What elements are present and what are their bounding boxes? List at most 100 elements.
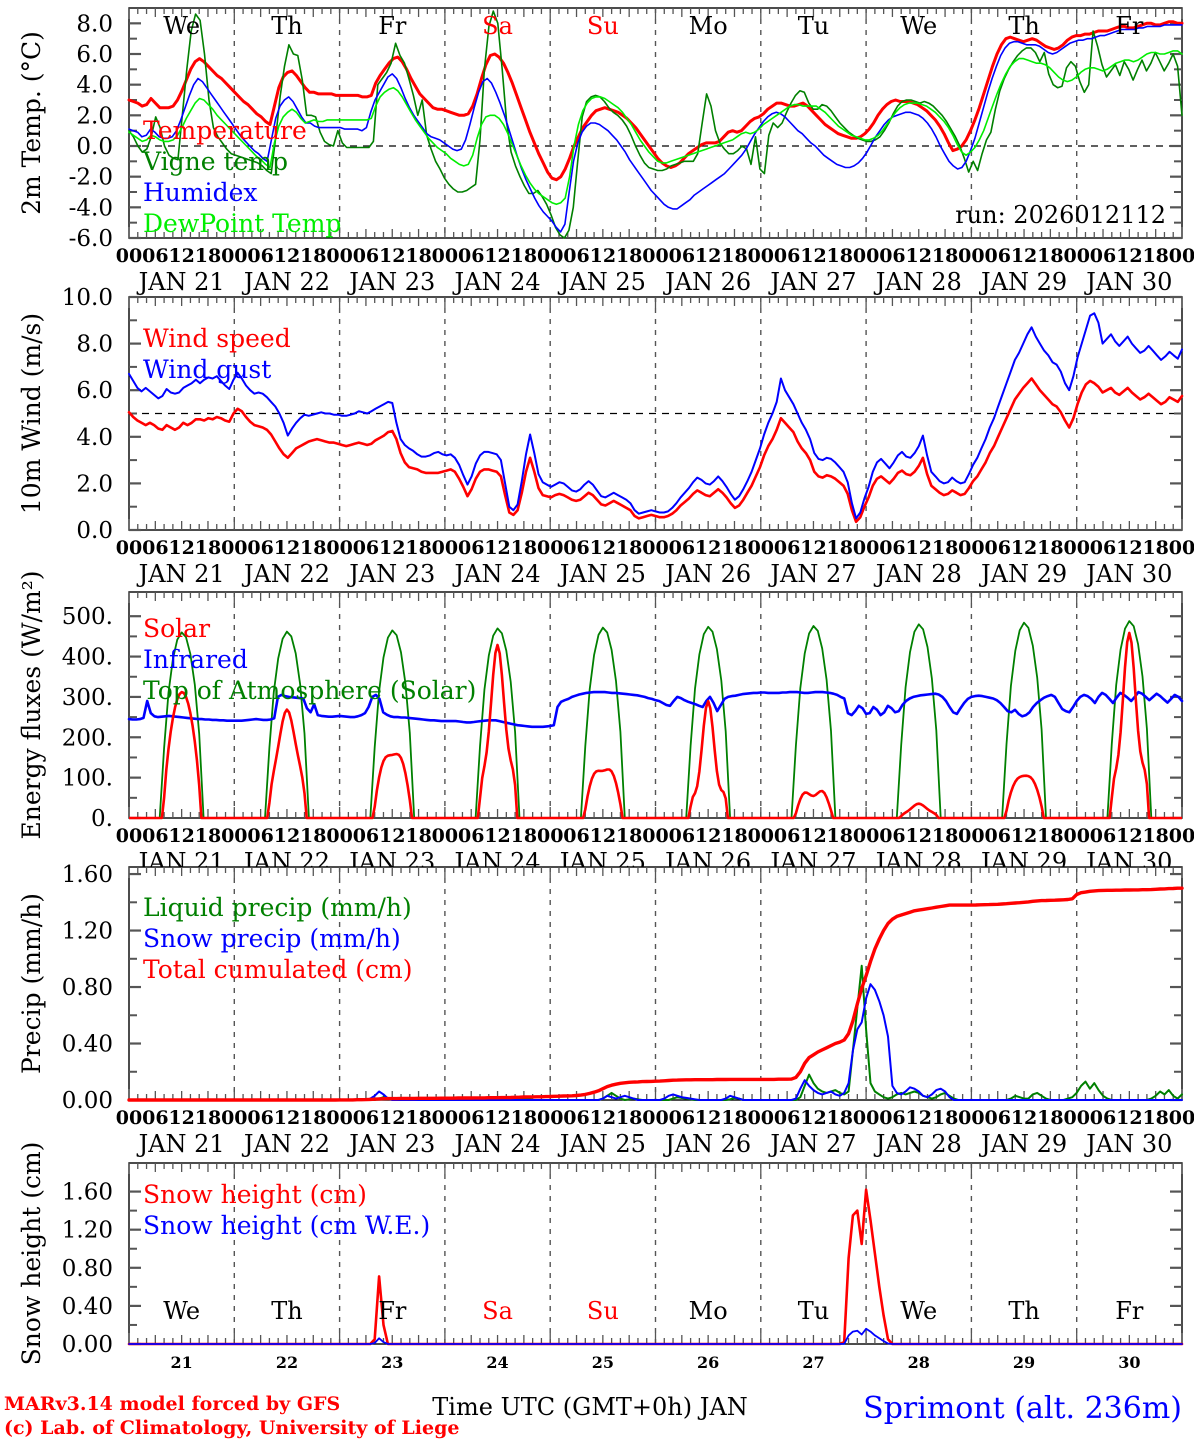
x-hour-label: 00 [642, 1107, 668, 1129]
y-tick-label: 6.0 [76, 42, 113, 68]
legend-entry: Total cumulated (cm) [143, 955, 413, 984]
model-credit-line: MARv3.14 model forced by GFS [4, 1393, 340, 1415]
legend-entry: Solar [143, 614, 210, 643]
y-tick-label: 0.80 [62, 1256, 113, 1282]
x-day-label: JAN 25 [557, 560, 646, 588]
y-tick-label: 1.20 [62, 919, 113, 945]
legend-entry: Wind speed [143, 324, 291, 353]
x-day-number: 25 [592, 1353, 614, 1372]
x-hour-label: 00 [642, 245, 668, 267]
x-hour-label: 06 [142, 245, 168, 267]
x-hour-label: 12 [168, 245, 194, 267]
x-hour-label: 18 [511, 537, 537, 559]
day-of-week-label: Fr [378, 12, 407, 40]
x-day-label: JAN 23 [346, 268, 435, 296]
x-day-label: JAN 28 [873, 1130, 962, 1158]
x-hour-label: 06 [1090, 1107, 1116, 1129]
x-hour-label: 18 [1142, 537, 1168, 559]
x-hour-label: 18 [300, 537, 326, 559]
series-infrared [127, 690, 1184, 729]
day-of-week-label: We [163, 12, 200, 40]
y-tick-label: 10.0 [62, 285, 113, 311]
x-hour-label: 00 [1169, 1107, 1194, 1129]
x-hour-label: 12 [1116, 245, 1142, 267]
x-hour-label: 12 [274, 1107, 300, 1129]
x-hour-label: 00 [1063, 245, 1089, 267]
x-day-number: 28 [908, 1353, 930, 1372]
x-hour-label: 18 [616, 537, 642, 559]
x-hour-label: 12 [1011, 245, 1037, 267]
x-day-number: 27 [802, 1353, 824, 1372]
y-axis-title: 10m Wind (m/s) [17, 313, 46, 514]
y-tick-label: 6.0 [76, 378, 113, 404]
x-hour-label: 00 [1169, 245, 1194, 267]
x-hour-label: 06 [774, 537, 800, 559]
x-hour-label: 06 [879, 825, 905, 847]
x-hour-label: 12 [695, 537, 721, 559]
x-hour-label: 06 [774, 245, 800, 267]
x-hour-label: 12 [1011, 537, 1037, 559]
y-tick-label: 0.40 [62, 1032, 113, 1058]
x-hour-label: 00 [853, 537, 879, 559]
x-hour-label: 12 [590, 537, 616, 559]
run-label: run: 2026012112 [955, 201, 1166, 229]
x-hour-label: 12 [800, 537, 826, 559]
legend-entry: Top of Atmosphere (Solar) [143, 676, 476, 705]
x-day-label: JAN 21 [136, 1130, 225, 1158]
series-solar [129, 631, 1182, 820]
x-hour-label: 12 [274, 245, 300, 267]
y-tick-label: 400. [62, 645, 113, 671]
x-hour-label: 18 [721, 245, 747, 267]
x-hour-label: 00 [748, 537, 774, 559]
x-hour-label: 12 [379, 825, 405, 847]
x-hour-label: 12 [695, 825, 721, 847]
x-hour-label: 18 [932, 1107, 958, 1129]
x-hour-label: 06 [142, 1107, 168, 1129]
y-tick-label: 0.0 [76, 518, 113, 544]
panel-temperature: -6.0 -4.0 -2.0 0.0 2.0 4.0 6.0 8.0 2m Temp. (°C)… [17, 7, 1184, 252]
y-tick-label: 0.0 [76, 134, 113, 160]
day-of-week-label: Mo [689, 12, 728, 40]
x-hour-label: 06 [458, 537, 484, 559]
x-day-label: JAN 24 [451, 560, 540, 588]
x-hour-label: 00 [642, 825, 668, 847]
x-hour-label: 06 [669, 825, 695, 847]
legend-entry: Humidex [143, 178, 258, 207]
y-tick-label: 0. [91, 806, 113, 832]
x-day-label: JAN 21 [136, 560, 225, 588]
x-hour-label: 06 [563, 825, 589, 847]
x-hour-label: 12 [1011, 1107, 1037, 1129]
x-hour-label: 00 [748, 825, 774, 847]
series-humidex [128, 24, 1183, 233]
x-hour-label: 00 [958, 1107, 984, 1129]
day-of-week-label: Tu [798, 1297, 829, 1325]
x-hour-label: 06 [879, 1107, 905, 1129]
x-hour-label: 12 [274, 537, 300, 559]
day-of-week-label: Su [587, 1297, 619, 1325]
panel-wind: 0.0 2.0 4.0 6.0 8.0 10.0 10m Wind (m/s) Wind sp… [17, 285, 1184, 544]
x-hour-label: 18 [721, 825, 747, 847]
y-tick-label: 1.60 [62, 1180, 113, 1206]
x-hour-label: 06 [984, 537, 1010, 559]
x-hour-label: 00 [326, 537, 352, 559]
x-hour-label: 00 [537, 245, 563, 267]
x-hour-label: 00 [432, 1107, 458, 1129]
lab-credit-line: (c) Lab. of Climatology, University of L… [4, 1417, 459, 1439]
x-hour-label: 06 [984, 245, 1010, 267]
x-hour-label: 06 [984, 825, 1010, 847]
x-day-number: 21 [171, 1353, 193, 1372]
x-hour-label: 00 [853, 245, 879, 267]
x-hour-label: 12 [590, 825, 616, 847]
y-tick-label: -4.0 [69, 195, 113, 221]
y-axis-title: 2m Temp. (°C) [17, 31, 46, 215]
series-wind-speed [127, 377, 1184, 524]
x-hour-label: 18 [511, 1107, 537, 1129]
y-tick-label: 100. [62, 766, 113, 792]
x-day-label: JAN 30 [1083, 560, 1172, 588]
x-hour-label: 18 [616, 825, 642, 847]
x-hour-label: 18 [616, 245, 642, 267]
legend-entry: Infrared [143, 645, 248, 674]
